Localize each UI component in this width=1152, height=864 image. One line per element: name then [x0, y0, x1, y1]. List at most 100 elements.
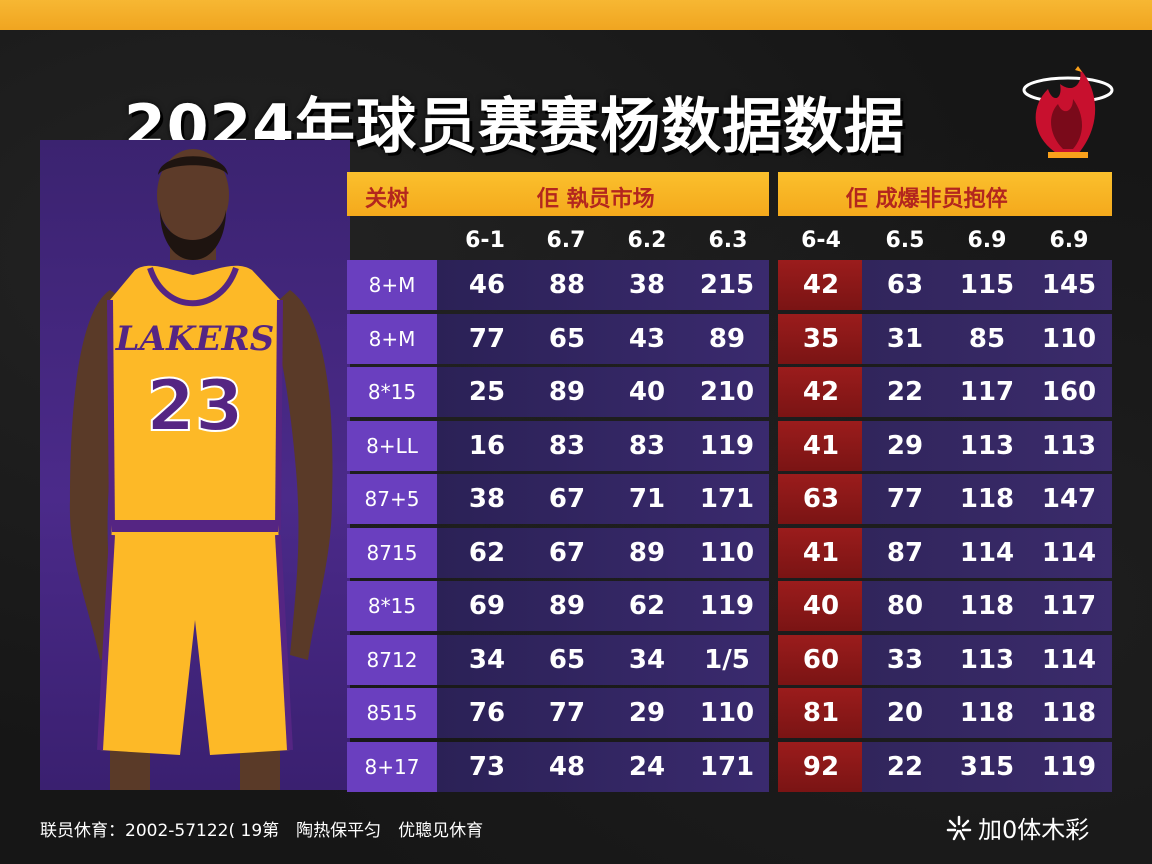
table-cell: 63	[802, 484, 840, 514]
table-cell: 110	[699, 538, 755, 568]
table-cell: 118	[959, 484, 1015, 514]
table-cell: 110	[1041, 324, 1097, 354]
table-row: 87+5 38 67 71 171 63 77 118 147	[347, 474, 1112, 524]
table-cell: 22	[886, 752, 924, 782]
col-head-right-2: 6.5	[885, 228, 925, 253]
table-cell: 210	[699, 377, 755, 407]
table-cell: 62	[628, 591, 666, 621]
table-cell: 114	[1041, 538, 1097, 568]
table-cell: 117	[959, 377, 1015, 407]
table-cell: 114	[1041, 645, 1097, 675]
brand-spark-icon	[946, 815, 972, 840]
table-cell: 171	[699, 484, 755, 514]
table-cell: 76	[468, 698, 506, 728]
row-label: 8+17	[347, 742, 437, 792]
col-head-left-3: 6.2	[627, 228, 667, 253]
col-head-left-2: 6.7	[546, 228, 586, 253]
row-label: 8+LL	[347, 421, 437, 471]
highlight-cell-bg	[778, 688, 862, 738]
table-cell: 113	[1041, 431, 1097, 461]
row-label: 8715	[347, 528, 437, 578]
table-cell: 115	[959, 270, 1015, 300]
footer-brand: 加0体木彩	[946, 810, 1089, 845]
top-accent-bar	[0, 0, 1152, 30]
highlight-cell-bg	[778, 528, 862, 578]
table-row: 8*15 69 89 62 119 40 80 118 117	[347, 581, 1112, 631]
right-group-title: 佢 成爆非员抱倅	[846, 187, 1008, 212]
table-cell: 1/5	[704, 645, 750, 675]
table-cell: 73	[468, 752, 506, 782]
table-cell: 20	[886, 698, 924, 728]
col-head-left-1: 6-1	[465, 228, 505, 253]
table-cell: 77	[548, 698, 586, 728]
row-background-left	[437, 314, 769, 364]
table-cell: 88	[548, 270, 586, 300]
table-cell: 40	[802, 591, 840, 621]
table-cell: 171	[699, 752, 755, 782]
table-row: 8+LL 16 83 83 119 41 29 113 113	[347, 421, 1112, 471]
left-group-header: 关树 佢 執员市场	[347, 172, 769, 216]
table-cell: 29	[886, 431, 924, 461]
table-cell: 38	[628, 270, 666, 300]
table-cell: 89	[628, 538, 666, 568]
table-cell: 33	[886, 645, 924, 675]
table-cell: 87	[886, 538, 924, 568]
row-label: 8712	[347, 635, 437, 685]
table-cell: 89	[708, 324, 746, 354]
row-label: 8+M	[347, 260, 437, 310]
row-background-left	[437, 528, 769, 578]
table-row: 8715 62 67 89 110 41 87 114 114	[347, 528, 1112, 578]
table-cell: 145	[1041, 270, 1097, 300]
table-cell: 65	[548, 324, 586, 354]
row-background-left	[437, 581, 769, 631]
left-group-title: 佢 執员市场	[537, 187, 655, 212]
table-cell: 89	[548, 591, 586, 621]
corner-label: 关树	[365, 187, 410, 212]
highlight-cell-bg	[778, 635, 862, 685]
footer-text: 联员休育：2002-57122( 19第 陶热保平匀 优聰见休育	[40, 821, 484, 841]
table-cell: 31	[886, 324, 924, 354]
player-illustration: LAKERS 23	[69, 149, 333, 790]
table-cell: 71	[628, 484, 666, 514]
table-cell: 114	[959, 538, 1015, 568]
table-cell: 22	[886, 377, 924, 407]
table-cell: 62	[468, 538, 506, 568]
team-logo	[1018, 54, 1118, 164]
table-cell: 92	[802, 752, 840, 782]
table-cell: 80	[886, 591, 924, 621]
table-cell: 119	[699, 431, 755, 461]
table-cell: 41	[802, 431, 840, 461]
table-cell: 119	[1041, 752, 1097, 782]
table-cell: 43	[628, 324, 666, 354]
highlight-cell-bg	[778, 421, 862, 471]
table-cell: 40	[628, 377, 666, 407]
heat-logo-icon	[1022, 66, 1114, 158]
table-cell: 77	[886, 484, 924, 514]
highlight-cell-bg	[778, 260, 862, 310]
row-background-left	[437, 474, 769, 524]
table-row: 8+M 46 88 38 215 42 63 115 145	[347, 260, 1112, 310]
table-row: 8515 76 77 29 110 81 20 118 118	[347, 688, 1112, 738]
table-cell: 69	[468, 591, 506, 621]
table-cell: 83	[548, 431, 586, 461]
table-cell: 118	[959, 591, 1015, 621]
table-cell: 60	[802, 645, 840, 675]
table-cell: 85	[968, 324, 1006, 354]
row-background-left	[437, 421, 769, 471]
table-cell: 147	[1041, 484, 1097, 514]
row-background-left	[437, 635, 769, 685]
table-cell: 215	[699, 270, 755, 300]
table-cell: 35	[802, 324, 840, 354]
brand-name: 加0体木彩	[978, 816, 1090, 844]
table-cell: 34	[468, 645, 506, 675]
table-cell: 67	[548, 538, 586, 568]
table-cell: 24	[628, 752, 666, 782]
table-cell: 41	[802, 538, 840, 568]
highlight-cell-bg	[778, 474, 862, 524]
table-cell: 89	[548, 377, 586, 407]
jersey-number: 23	[146, 365, 243, 447]
right-group-header: 佢 成爆非员抱倅	[778, 172, 1112, 216]
row-background-left	[437, 260, 769, 310]
col-head-left-4: 6.3	[708, 228, 748, 253]
row-label: 87+5	[347, 474, 437, 524]
